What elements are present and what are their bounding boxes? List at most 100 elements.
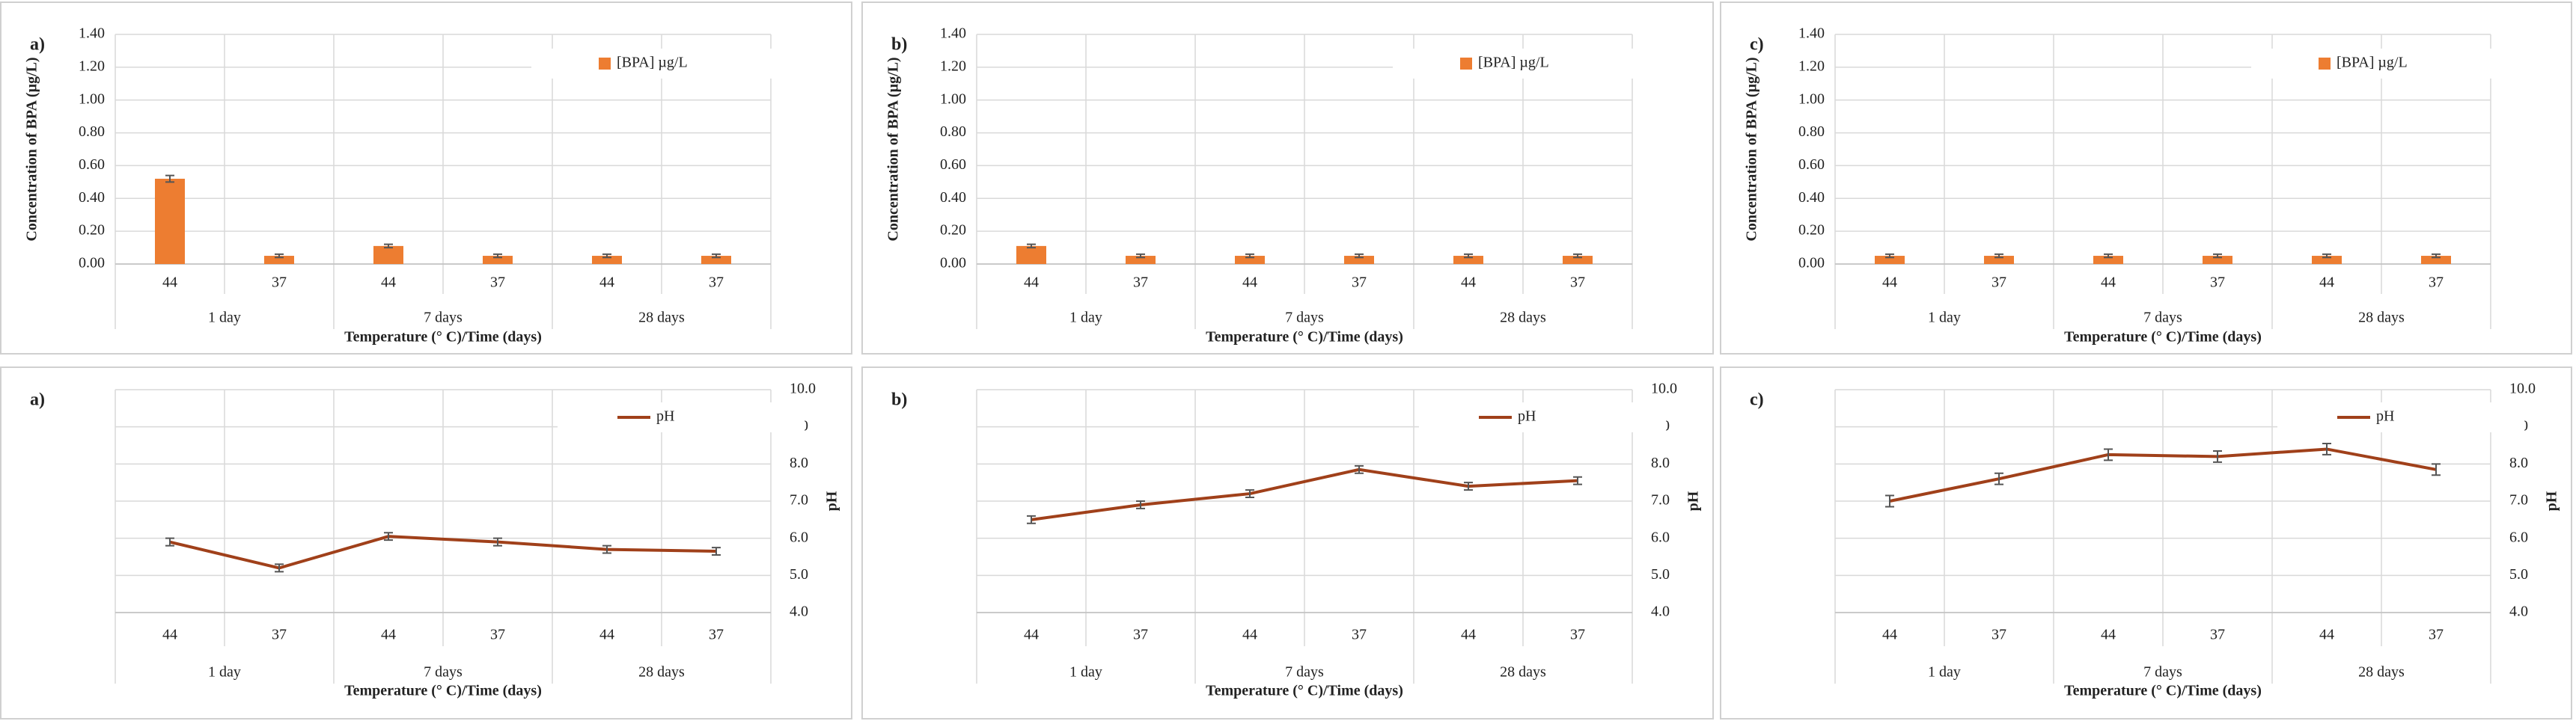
y-tick-label: 1.40 xyxy=(940,25,966,42)
y-tick-label: 0.20 xyxy=(1798,222,1825,239)
group-label: 7 days xyxy=(2143,664,2182,681)
y-tick-label: 1.40 xyxy=(1798,25,1825,42)
x-tick-label: 44 xyxy=(1242,274,1257,291)
x-tick-label: 44 xyxy=(2101,627,2116,643)
error-bar xyxy=(1464,482,1473,491)
y-tick-label: 10.0 xyxy=(1651,381,1677,397)
error-bar xyxy=(602,544,611,554)
y-tick-label: 4.0 xyxy=(1651,604,1670,620)
y-tick-label: 1.00 xyxy=(1798,90,1825,107)
error-bar xyxy=(2104,448,2113,461)
bar xyxy=(701,256,731,264)
bar xyxy=(1235,256,1265,264)
group-label: 1 day xyxy=(1928,664,1961,681)
error-bar xyxy=(165,174,174,183)
x-tick-label: 37 xyxy=(2429,627,2444,643)
bar xyxy=(2312,256,2342,264)
y-tick-label: 1.20 xyxy=(79,58,105,74)
x-tick-label: 37 xyxy=(490,627,505,643)
legend-swatch xyxy=(2319,58,2331,70)
group-label: 7 days xyxy=(1285,664,1324,681)
bar xyxy=(2203,256,2232,264)
bar xyxy=(1453,256,1483,264)
x-tick-label: 37 xyxy=(1991,627,2006,643)
x-tick-label: 37 xyxy=(2210,274,2225,291)
line xyxy=(1889,447,2437,503)
x-tick-label: 44 xyxy=(1461,274,1476,291)
line xyxy=(1031,467,1578,521)
y-tick-label: 1.00 xyxy=(79,90,105,107)
y-tick-label: 0.00 xyxy=(940,255,966,272)
group-label: 7 days xyxy=(2143,310,2182,326)
legend-swatch xyxy=(599,58,611,70)
x-tick-label: 37 xyxy=(2210,627,2225,643)
x-tick-label: 37 xyxy=(1570,627,1585,643)
bar xyxy=(2421,256,2451,264)
bar xyxy=(373,245,403,264)
x-tick-label: 44 xyxy=(2101,274,2116,291)
legend-label: [BPA] µg/L xyxy=(1478,55,1549,71)
x-axis-title: Temperature (° C)/Time (days) xyxy=(1206,683,1403,699)
panel-label: a) xyxy=(30,390,45,410)
error-bar xyxy=(2322,253,2331,259)
panel: c)4.05.06.07.08.09.010.0pH4437443744371 … xyxy=(1720,366,2572,720)
y-tick-label: 0.20 xyxy=(79,222,105,239)
x-tick-label: 37 xyxy=(1133,627,1148,643)
panel-label: c) xyxy=(1750,390,1764,410)
y-tick-label: 10.0 xyxy=(2509,381,2536,397)
x-tick-label: 37 xyxy=(1991,274,2006,291)
bar xyxy=(1344,256,1374,264)
group-label: 28 days xyxy=(2358,664,2405,681)
error-bar xyxy=(712,547,721,556)
x-tick-label: 37 xyxy=(2429,274,2444,291)
x-tick-label: 44 xyxy=(1242,627,1257,643)
y-tick-label: 4.0 xyxy=(2509,604,2528,620)
error-bar xyxy=(275,563,284,573)
group-label: 28 days xyxy=(1500,664,1546,681)
y-tick-label: 6.0 xyxy=(1651,529,1670,545)
y-tick-label: 0.80 xyxy=(79,123,105,140)
error-bar xyxy=(1136,253,1145,259)
error-bar xyxy=(1245,253,1254,259)
legend-label: [BPA] µg/L xyxy=(2337,55,2408,71)
error-bar xyxy=(493,253,502,259)
group-label: 28 days xyxy=(1500,310,1546,326)
y-tick-label: 10.0 xyxy=(790,381,816,397)
x-tick-label: 44 xyxy=(1024,627,1039,643)
error-bar xyxy=(1245,489,1254,499)
group-label: 1 day xyxy=(208,664,241,681)
y-axis-title: pH xyxy=(824,491,840,511)
bar xyxy=(1563,256,1593,264)
group-label: 28 days xyxy=(638,310,685,326)
bar xyxy=(592,256,622,264)
x-tick-label: 44 xyxy=(381,274,396,291)
y-tick-label: 6.0 xyxy=(2509,529,2528,545)
legend-box xyxy=(531,49,778,79)
legend-label: pH xyxy=(2376,408,2394,425)
y-tick-label: 8.0 xyxy=(1651,455,1670,471)
panel: b)4.05.06.07.08.09.010.0pH4437443744371 … xyxy=(861,366,1714,720)
x-tick-label: 37 xyxy=(709,274,724,291)
y-tick-label: 4.0 xyxy=(790,604,808,620)
y-tick-label: 0.80 xyxy=(940,123,966,140)
y-tick-label: 7.0 xyxy=(2509,492,2528,509)
error-bar xyxy=(1885,494,1894,508)
x-tick-label: 44 xyxy=(2319,627,2334,643)
panel-label: b) xyxy=(891,35,907,55)
x-tick-label: 44 xyxy=(2319,274,2334,291)
error-bar xyxy=(1027,243,1036,249)
legend-box xyxy=(558,402,805,432)
error-bar xyxy=(1464,253,1473,259)
error-bar xyxy=(2213,253,2222,259)
y-tick-label: 0.40 xyxy=(79,189,105,206)
y-axis-title: Concentration of BPA (µg/L) xyxy=(24,57,40,241)
error-bar xyxy=(1885,253,1894,259)
bar xyxy=(1126,256,1156,264)
y-tick-label: 0.20 xyxy=(940,222,966,239)
y-tick-label: 0.40 xyxy=(1798,189,1825,206)
x-tick-label: 37 xyxy=(1570,274,1585,291)
group-label: 1 day xyxy=(1069,310,1102,326)
legend-box xyxy=(1393,49,1640,79)
bar xyxy=(1875,256,1905,264)
y-tick-label: 7.0 xyxy=(790,492,808,509)
